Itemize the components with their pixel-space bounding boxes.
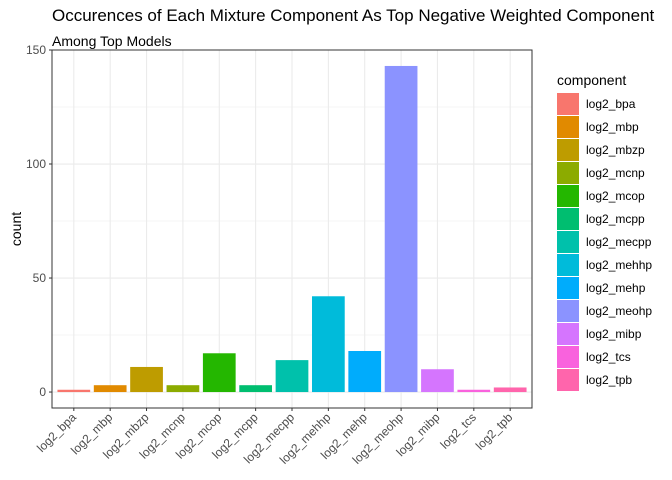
legend-key-log2_mibp bbox=[557, 323, 579, 345]
bar-log2_mcop bbox=[202, 353, 236, 393]
legend-label: log2_mehhp bbox=[586, 258, 652, 272]
legend-label: log2_tpb bbox=[586, 373, 632, 387]
bar-log2_bpa bbox=[57, 389, 91, 393]
legend-label: log2_mibp bbox=[586, 327, 642, 341]
legend-key-log2_mehp bbox=[557, 277, 579, 299]
y-tick-label: 50 bbox=[33, 271, 47, 285]
legend-key-log2_bpa bbox=[557, 93, 579, 115]
bar-log2_mcnp bbox=[166, 385, 200, 393]
legend-label: log2_bpa bbox=[586, 97, 636, 111]
y-tick-label: 150 bbox=[26, 43, 46, 57]
x-tick-label: log2_tpb bbox=[473, 410, 516, 453]
y-tick-label: 0 bbox=[39, 385, 46, 399]
legend-key-log2_mehhp bbox=[557, 254, 579, 276]
legend-key-log2_mcpp bbox=[557, 208, 579, 230]
bar-log2_tpb bbox=[493, 387, 527, 393]
x-axis: log2_bpalog2_mbplog2_mbzplog2_mcnplog2_m… bbox=[34, 408, 516, 467]
legend-key-log2_mbzp bbox=[557, 139, 579, 161]
bar-log2_mehp bbox=[348, 350, 382, 393]
legend-key-log2_tpb bbox=[557, 369, 579, 391]
y-tick-label: 100 bbox=[26, 157, 46, 171]
legend-key-log2_mcnp bbox=[557, 162, 579, 184]
bar-log2_tcs bbox=[457, 389, 491, 393]
legend-key-log2_meohp bbox=[557, 300, 579, 322]
gridlines bbox=[52, 49, 532, 408]
bar-log2_mcpp bbox=[239, 385, 272, 393]
legend-label: log2_mcpp bbox=[586, 212, 645, 226]
legend: component log2_bpa log2_mbp log2_mbzp log2_… bbox=[557, 72, 652, 391]
legend-label: log2_mcop bbox=[586, 189, 645, 203]
x-tick-label: log2_tcs bbox=[437, 410, 479, 452]
legend-label: log2_mcnp bbox=[586, 166, 645, 180]
legend-title: component bbox=[557, 72, 626, 88]
bar-log2_mecpp bbox=[275, 360, 309, 393]
y-axis-title: count bbox=[8, 212, 24, 246]
legend-label: log2_mbp bbox=[586, 120, 639, 134]
chart-title: Occurences of Each Mixture Component As … bbox=[52, 6, 655, 25]
legend-label: log2_mecpp bbox=[586, 235, 652, 249]
legend-label: log2_meohp bbox=[586, 304, 652, 318]
legend-label: log2_mbzp bbox=[586, 143, 645, 157]
chart-subtitle: Among Top Models bbox=[52, 33, 172, 49]
legend-label: log2_tcs bbox=[586, 350, 631, 364]
legend-label: log2_mehp bbox=[586, 281, 646, 295]
bar-log2_mbzp bbox=[130, 366, 163, 393]
legend-key-log2_mbp bbox=[557, 116, 579, 138]
y-axis: 0 50 100 150 bbox=[26, 43, 52, 399]
bar-log2_meohp bbox=[384, 65, 418, 393]
legend-key-log2_tcs bbox=[557, 346, 579, 368]
bar-log2_mbp bbox=[93, 385, 127, 393]
bar-log2_mibp bbox=[421, 369, 454, 393]
legend-key-log2_mecpp bbox=[557, 231, 579, 253]
bar-log2_mehhp bbox=[312, 296, 345, 393]
legend-key-log2_mcop bbox=[557, 185, 579, 207]
bars bbox=[57, 65, 527, 393]
